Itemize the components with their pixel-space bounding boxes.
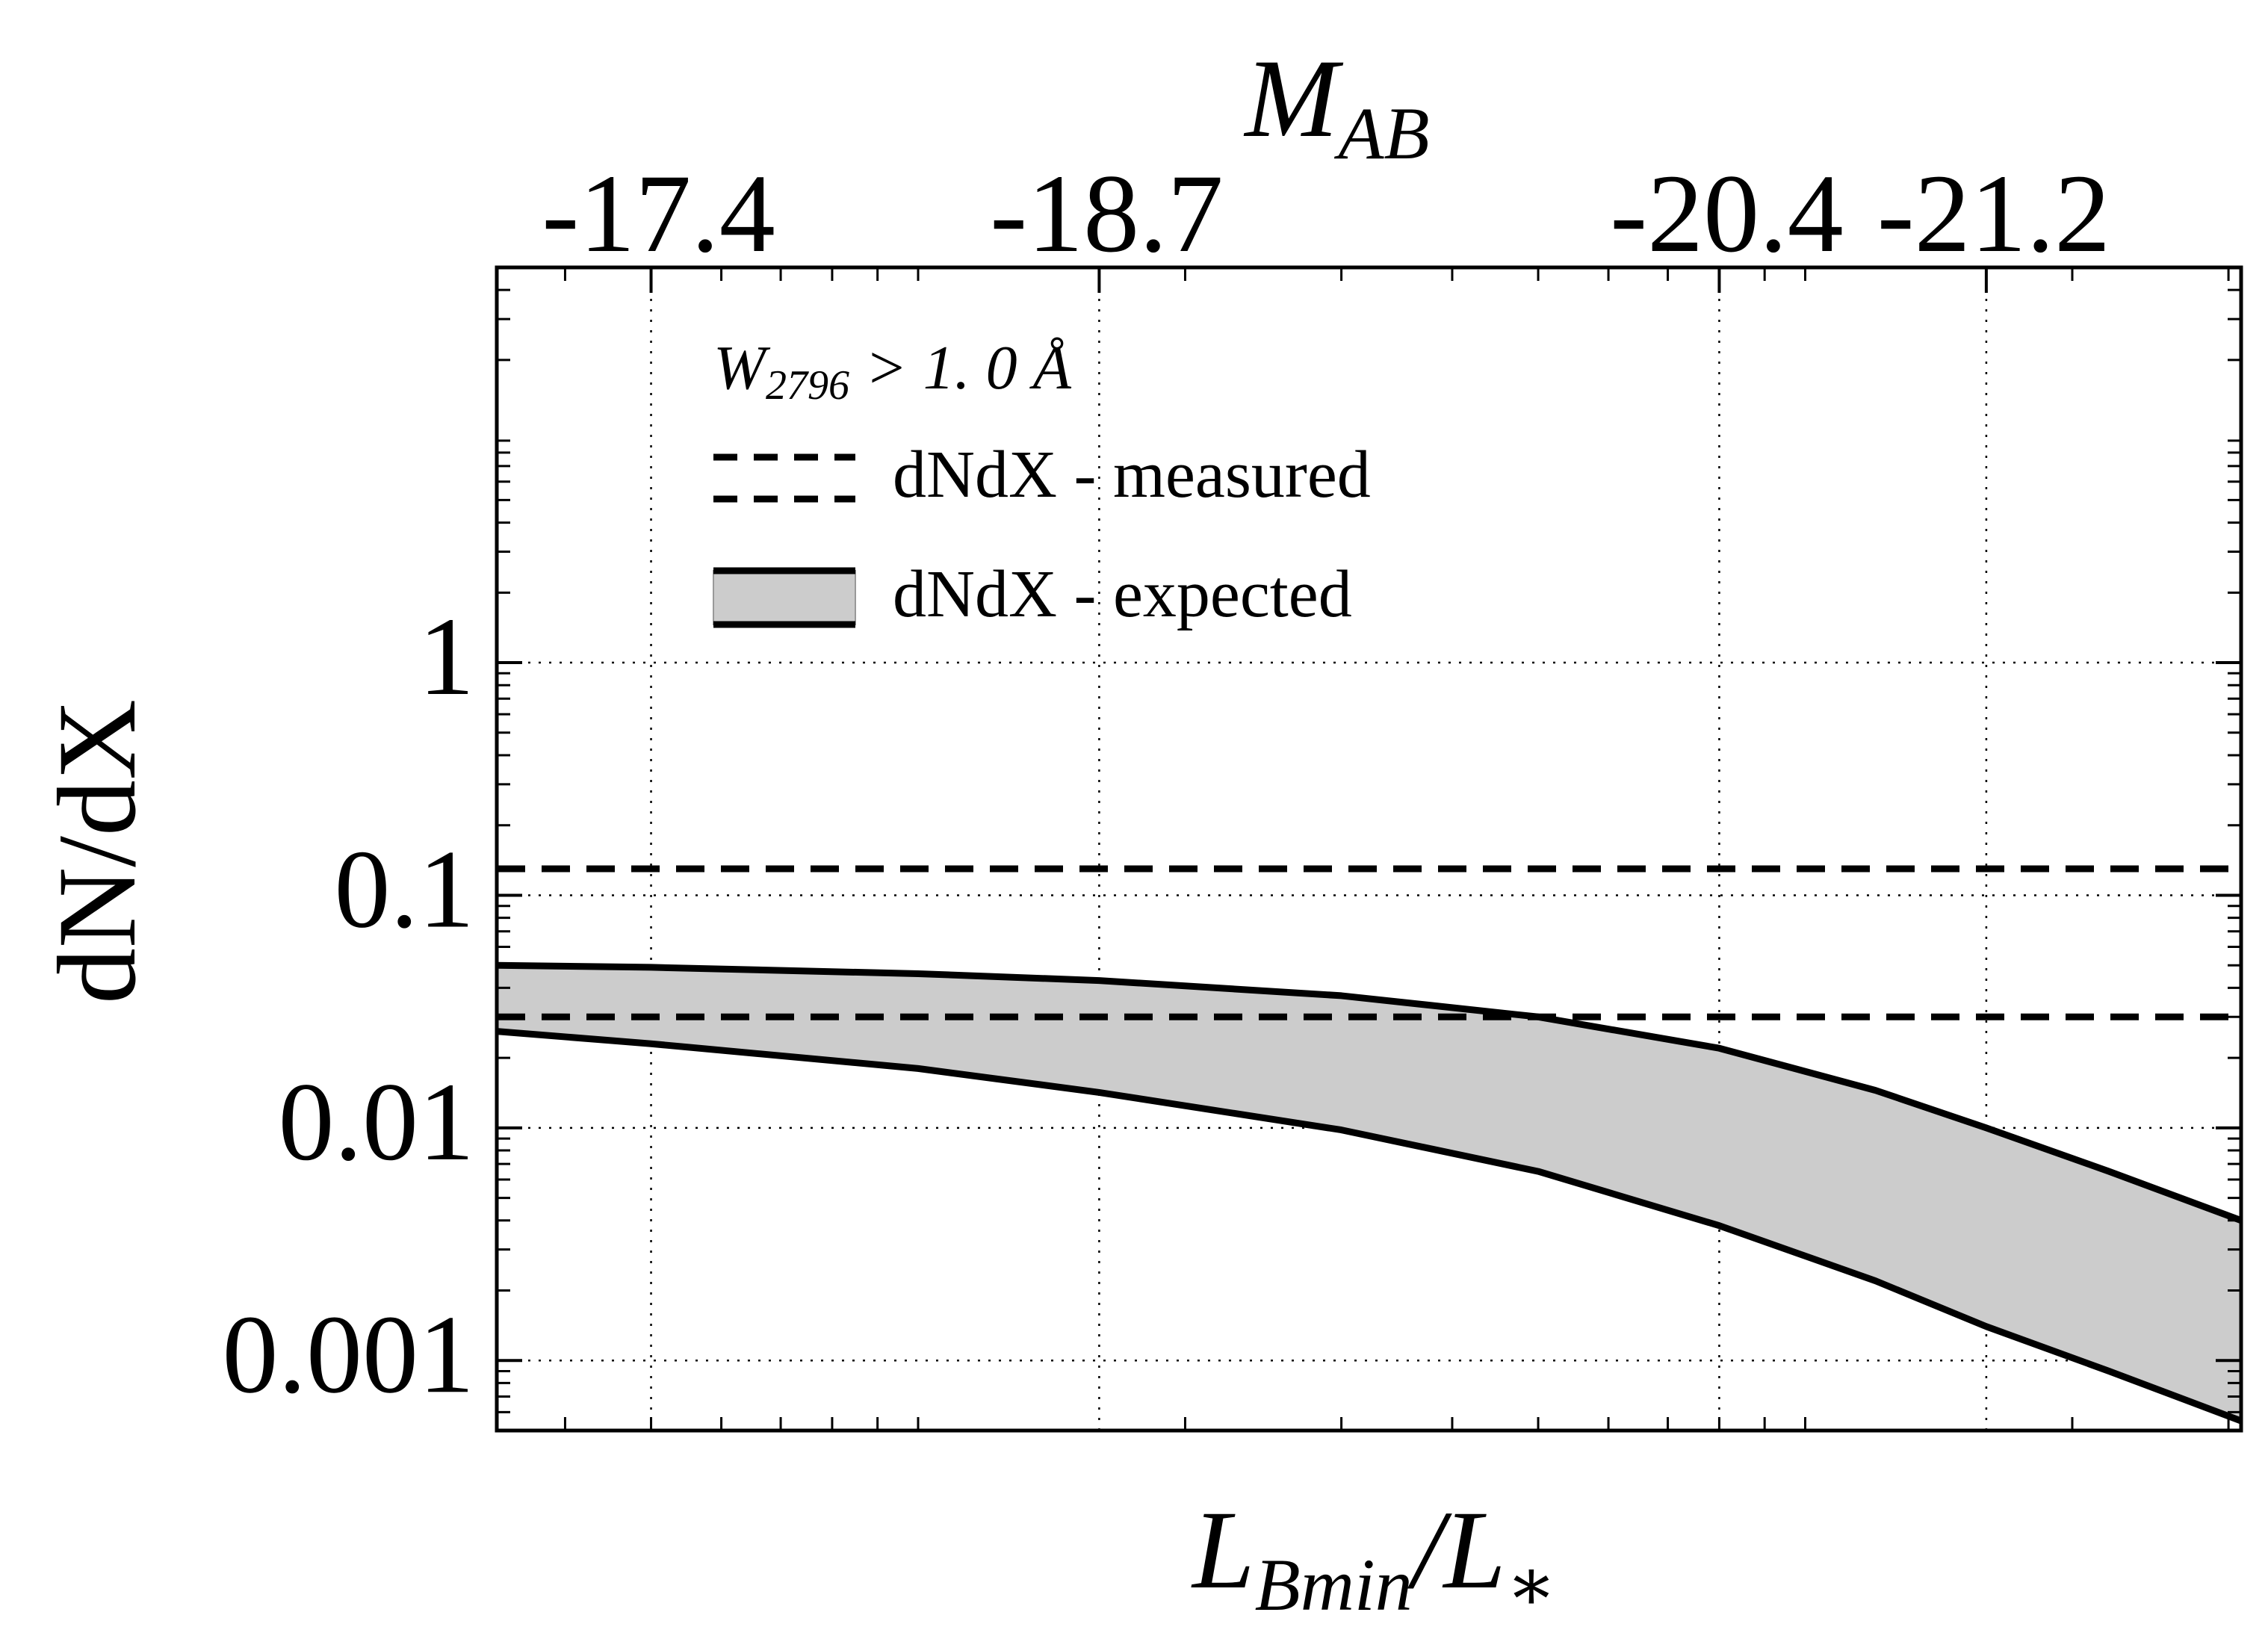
tick-labels: 0.001 0.01 0.1 1 -17.4 -18.7 -20.4 -21.2 (223, 152, 2111, 1416)
legend-label-measured: dNdX - measured (893, 438, 1371, 512)
legend: W2796 > 1. 0 Å dNdX - measured dNdX - ex… (713, 333, 1371, 631)
top-axis-title: MAB (1243, 37, 1429, 175)
y-tick-label: 0.01 (279, 1060, 475, 1184)
x-axis-title: LBmin/L∗ (1191, 1488, 1557, 1626)
y-tick-label: 0.001 (223, 1292, 475, 1416)
legend-label-expected: dNdX - expected (893, 557, 1352, 631)
y-tick-label: 0.1 (335, 827, 475, 951)
y-tick-label: 1 (418, 595, 474, 719)
top-tick-label: -21.2 (1877, 152, 2110, 276)
legend-swatch-measured (713, 453, 855, 503)
plot-frame (495, 265, 2243, 1433)
legend-swatch-expected (713, 567, 856, 628)
legend-title: W2796 > 1. 0 Å (713, 333, 1072, 409)
top-tick-label: -20.4 (1610, 152, 1843, 276)
expected-band-fill (497, 965, 2241, 1422)
y-axis-title: dN/dX (35, 699, 159, 1004)
top-tick-label: -17.4 (542, 152, 775, 276)
expected-lower-line (496, 1028, 2243, 1425)
measured-lines (497, 865, 2241, 1020)
expected-band (496, 961, 2243, 1425)
top-tick-label: -18.7 (990, 152, 1223, 276)
